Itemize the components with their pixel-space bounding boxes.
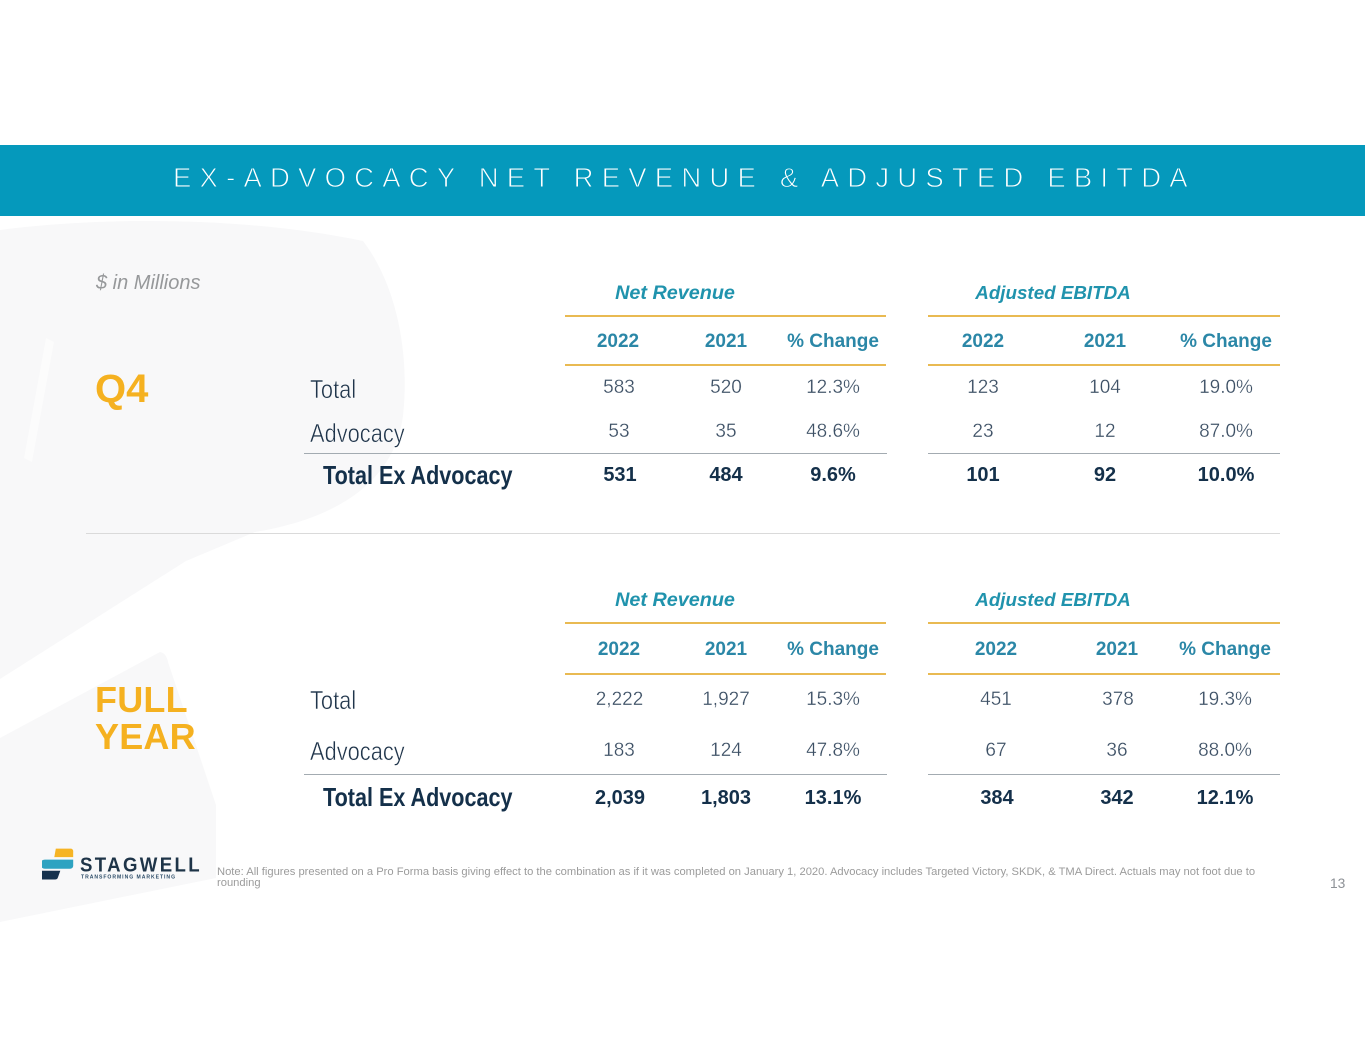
svg-text:STAGWELL: STAGWELL bbox=[80, 854, 202, 877]
svg-text:TRANSFORMING MARKETING: TRANSFORMING MARKETING bbox=[81, 874, 176, 880]
